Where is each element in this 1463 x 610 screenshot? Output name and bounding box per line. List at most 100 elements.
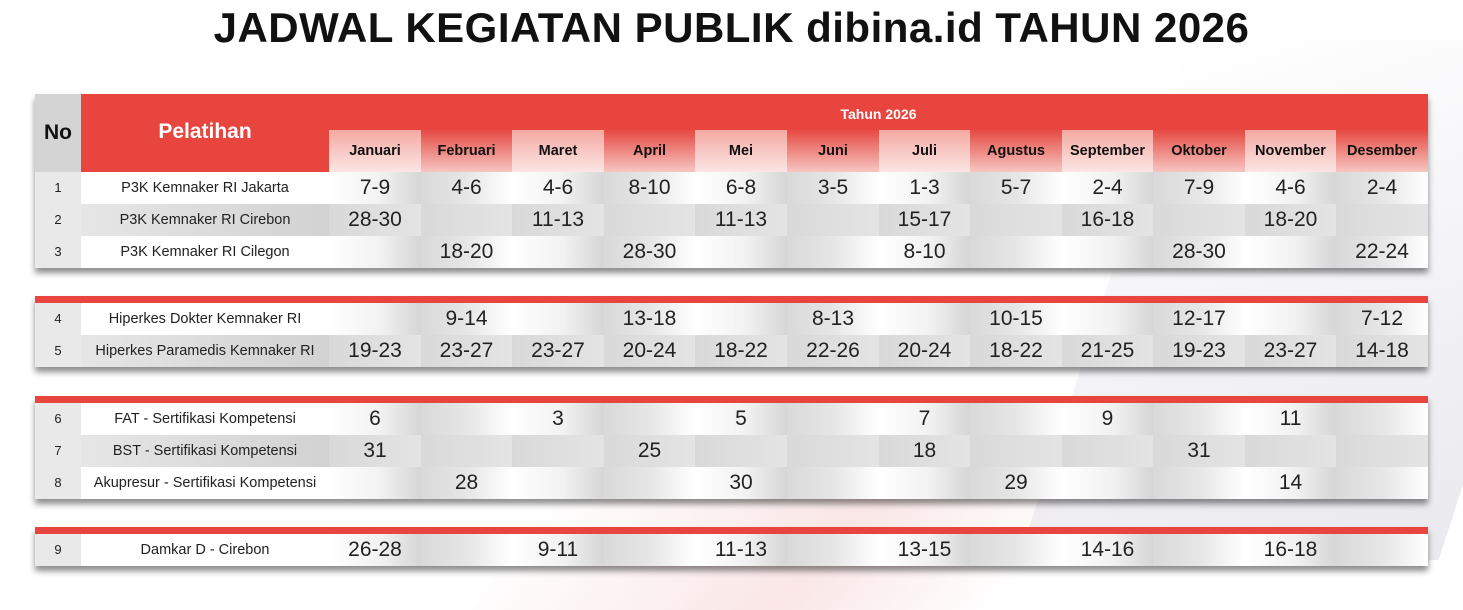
date-cell: 20-24 [604,335,695,367]
date-cell [421,204,512,236]
date-cell [512,435,604,467]
date-cell: 12-17 [1153,303,1245,335]
date-cell: 28-30 [329,204,421,236]
date-cell [512,467,604,499]
training-name: BST - Sertifikasi Kompetensi [81,435,329,467]
header-month: Juli [879,130,970,172]
row-number: 1 [35,172,81,204]
table-row: 7 BST - Sertifikasi Kompetensi 31 25 18 31 [35,435,1428,467]
date-cell [970,435,1062,467]
date-cell: 23-27 [512,335,604,367]
date-cell [1153,403,1245,435]
date-cell [1336,467,1428,499]
date-cell: 21-25 [1062,335,1153,367]
row-number: 9 [35,534,81,566]
date-cell: 11 [1245,403,1336,435]
date-cell: 2-4 [1336,172,1428,204]
date-cell: 11-13 [695,204,787,236]
row-number: 6 [35,403,81,435]
date-cell [1245,236,1336,268]
date-cell: 16-18 [1245,534,1336,566]
date-cell: 6-8 [695,172,787,204]
header-month: Februari [421,130,512,172]
table-row: 5 Hiperkes Paramedis Kemnaker RI 19-23 23-2… [35,335,1428,367]
date-cell [329,303,421,335]
row-number: 4 [35,303,81,335]
header-month: April [604,130,695,172]
date-cell: 28-30 [1153,236,1245,268]
date-cell [970,204,1062,236]
table-row: 2 P3K Kemnaker RI Cirebon 28-30 11-13 11-13 1… [35,204,1428,236]
date-cell [787,403,879,435]
date-cell [787,534,879,566]
date-cell: 30 [695,467,787,499]
schedule-group-2: 4 Hiperkes Dokter Kemnaker RI 9-14 13-18 8-1… [35,296,1428,367]
date-cell: 9-14 [421,303,512,335]
date-cell [604,403,695,435]
date-cell [695,303,787,335]
training-name: P3K Kemnaker RI Cilegon [120,244,290,260]
date-cell [604,534,695,566]
date-cell: 1-3 [879,172,970,204]
date-cell [787,236,879,268]
date-cell: 20-24 [879,335,970,367]
group-divider-bar [35,396,1428,403]
schedule-group-4: 9 Damkar D - Cirebon 26-28 9-11 11-13 13-15 14… [35,527,1428,566]
header-month: Agustus [970,130,1062,172]
date-cell: 31 [329,435,421,467]
date-cell: 29 [970,467,1062,499]
row-number: 5 [35,335,81,367]
date-cell: 18-22 [695,335,787,367]
date-cell: 13-15 [879,534,970,566]
date-cell: 23-27 [421,335,512,367]
group-divider-bar [35,527,1428,534]
row-number: 3 [35,236,81,268]
table-row: 8 Akupresur - Sertifikasi Kompetensi 28 30 2… [35,467,1428,499]
date-cell: 16-18 [1062,204,1153,236]
date-cell: 26-28 [329,534,421,566]
header-month: Mei [695,130,787,172]
date-cell: 7 [879,403,970,435]
date-cell [1336,435,1428,467]
date-cell [695,435,787,467]
table-row: 1 P3K Kemnaker RI Jakarta 7-9 4-6 4-6 8-10 6-8… [35,172,1428,204]
date-cell [1245,435,1336,467]
header-pelatihan: Pelatihan [81,94,329,172]
row-number: 2 [35,204,81,236]
date-cell [1062,467,1153,499]
row-number: 7 [35,435,81,467]
date-cell: 7-12 [1336,303,1428,335]
header-month: Oktober [1153,130,1245,172]
date-cell [1062,435,1153,467]
date-cell: 18-20 [421,236,512,268]
date-cell: 9-11 [512,534,604,566]
date-cell: 5 [695,403,787,435]
date-cell [329,467,421,499]
training-name: P3K Kemnaker RI Jakarta [121,180,289,196]
date-cell [329,236,421,268]
date-cell [1336,534,1428,566]
date-cell: 3 [512,403,604,435]
date-cell: 4-6 [512,172,604,204]
date-cell: 19-23 [329,335,421,367]
date-cell [695,236,787,268]
date-cell: 23-27 [1245,335,1336,367]
date-cell: 5-7 [970,172,1062,204]
date-cell: 8-10 [879,236,970,268]
header-year: Tahun 2026 [329,94,1428,130]
header-no: No [35,94,81,172]
training-name: Damkar D - Cirebon [140,542,270,558]
date-cell [1153,467,1245,499]
date-cell: 3-5 [787,172,879,204]
date-cell: 28 [421,467,512,499]
date-cell: 15-17 [879,204,970,236]
row-number: 8 [35,467,81,499]
date-cell: 4-6 [421,172,512,204]
date-cell: 14-16 [1062,534,1153,566]
date-cell: 7-9 [329,172,421,204]
header-month: Januari [329,130,421,172]
date-cell: 18-20 [1245,204,1336,236]
header-month: Juni [787,130,879,172]
date-cell [1062,236,1153,268]
date-cell [512,303,604,335]
